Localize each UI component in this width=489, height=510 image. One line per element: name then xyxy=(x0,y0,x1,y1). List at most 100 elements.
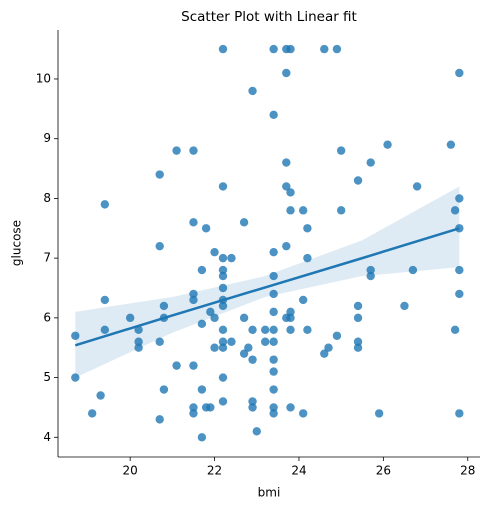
point xyxy=(96,391,105,400)
point xyxy=(218,337,228,346)
point xyxy=(87,409,97,418)
point xyxy=(100,295,110,305)
point xyxy=(197,433,207,442)
point xyxy=(286,44,295,54)
point xyxy=(332,331,342,340)
point xyxy=(282,158,291,167)
x-tick-label: 24 xyxy=(291,464,306,478)
point xyxy=(218,343,228,352)
point xyxy=(134,343,143,352)
point xyxy=(189,289,198,299)
point xyxy=(155,241,164,251)
point xyxy=(218,265,228,275)
point xyxy=(197,319,207,329)
point xyxy=(269,367,278,376)
point xyxy=(269,409,278,418)
x-axis-label: bmi xyxy=(258,486,281,500)
point xyxy=(269,44,278,54)
y-tick-label: 10 xyxy=(36,71,51,85)
fit-line xyxy=(74,227,460,347)
point xyxy=(218,301,228,311)
point xyxy=(298,295,308,305)
point xyxy=(210,247,219,257)
x-tick-label: 20 xyxy=(123,464,138,478)
point xyxy=(218,373,228,382)
point xyxy=(282,68,291,78)
point xyxy=(374,409,384,418)
point xyxy=(261,325,270,334)
point xyxy=(366,158,375,167)
point xyxy=(218,271,228,281)
point xyxy=(455,289,464,299)
point xyxy=(408,265,418,275)
point xyxy=(227,337,236,346)
point xyxy=(353,301,363,311)
point xyxy=(189,295,198,305)
point xyxy=(189,403,198,412)
point xyxy=(248,86,257,96)
x-tick-label: 28 xyxy=(460,464,475,478)
x-tick-label: 22 xyxy=(207,464,222,478)
point xyxy=(210,313,219,323)
point xyxy=(172,146,181,155)
point xyxy=(282,182,291,191)
point xyxy=(239,218,249,227)
point xyxy=(155,337,164,346)
point xyxy=(201,224,211,233)
point xyxy=(269,271,278,281)
point xyxy=(455,265,464,275)
point xyxy=(189,409,198,418)
point xyxy=(197,385,207,394)
point xyxy=(353,343,363,352)
point xyxy=(218,253,228,263)
point xyxy=(269,247,278,257)
point xyxy=(134,337,143,346)
y-tick-label: 8 xyxy=(43,191,51,205)
point xyxy=(269,337,278,346)
point xyxy=(218,283,228,293)
point xyxy=(286,313,295,323)
y-tick-label: 6 xyxy=(43,310,51,324)
point xyxy=(455,409,464,418)
point xyxy=(159,301,169,311)
point xyxy=(71,331,80,340)
point xyxy=(400,301,409,311)
point xyxy=(261,337,270,346)
point xyxy=(269,355,278,364)
point xyxy=(286,206,295,215)
point xyxy=(125,313,135,323)
point xyxy=(303,224,312,233)
point xyxy=(286,325,295,334)
point xyxy=(218,325,228,334)
point xyxy=(286,307,295,317)
point xyxy=(189,361,198,370)
point xyxy=(218,397,228,406)
point xyxy=(100,325,110,334)
y-tick-label: 9 xyxy=(43,131,51,145)
point xyxy=(269,110,278,120)
chart-title: Scatter Plot with Linear fit xyxy=(181,9,357,25)
point xyxy=(450,206,460,215)
point xyxy=(252,427,261,436)
point xyxy=(353,176,363,185)
x-tick-label: 26 xyxy=(376,464,391,478)
point xyxy=(100,200,110,209)
point xyxy=(269,307,278,317)
point xyxy=(353,337,363,346)
point xyxy=(248,397,257,406)
point xyxy=(218,44,228,54)
point xyxy=(189,146,198,155)
point xyxy=(159,385,169,394)
point xyxy=(248,403,257,412)
point xyxy=(239,349,249,358)
point xyxy=(172,361,181,370)
point xyxy=(206,307,215,317)
point xyxy=(455,68,464,78)
point xyxy=(336,146,346,155)
point xyxy=(269,385,278,394)
point xyxy=(320,349,329,358)
point xyxy=(286,403,295,412)
point xyxy=(239,313,249,323)
point xyxy=(412,182,422,191)
